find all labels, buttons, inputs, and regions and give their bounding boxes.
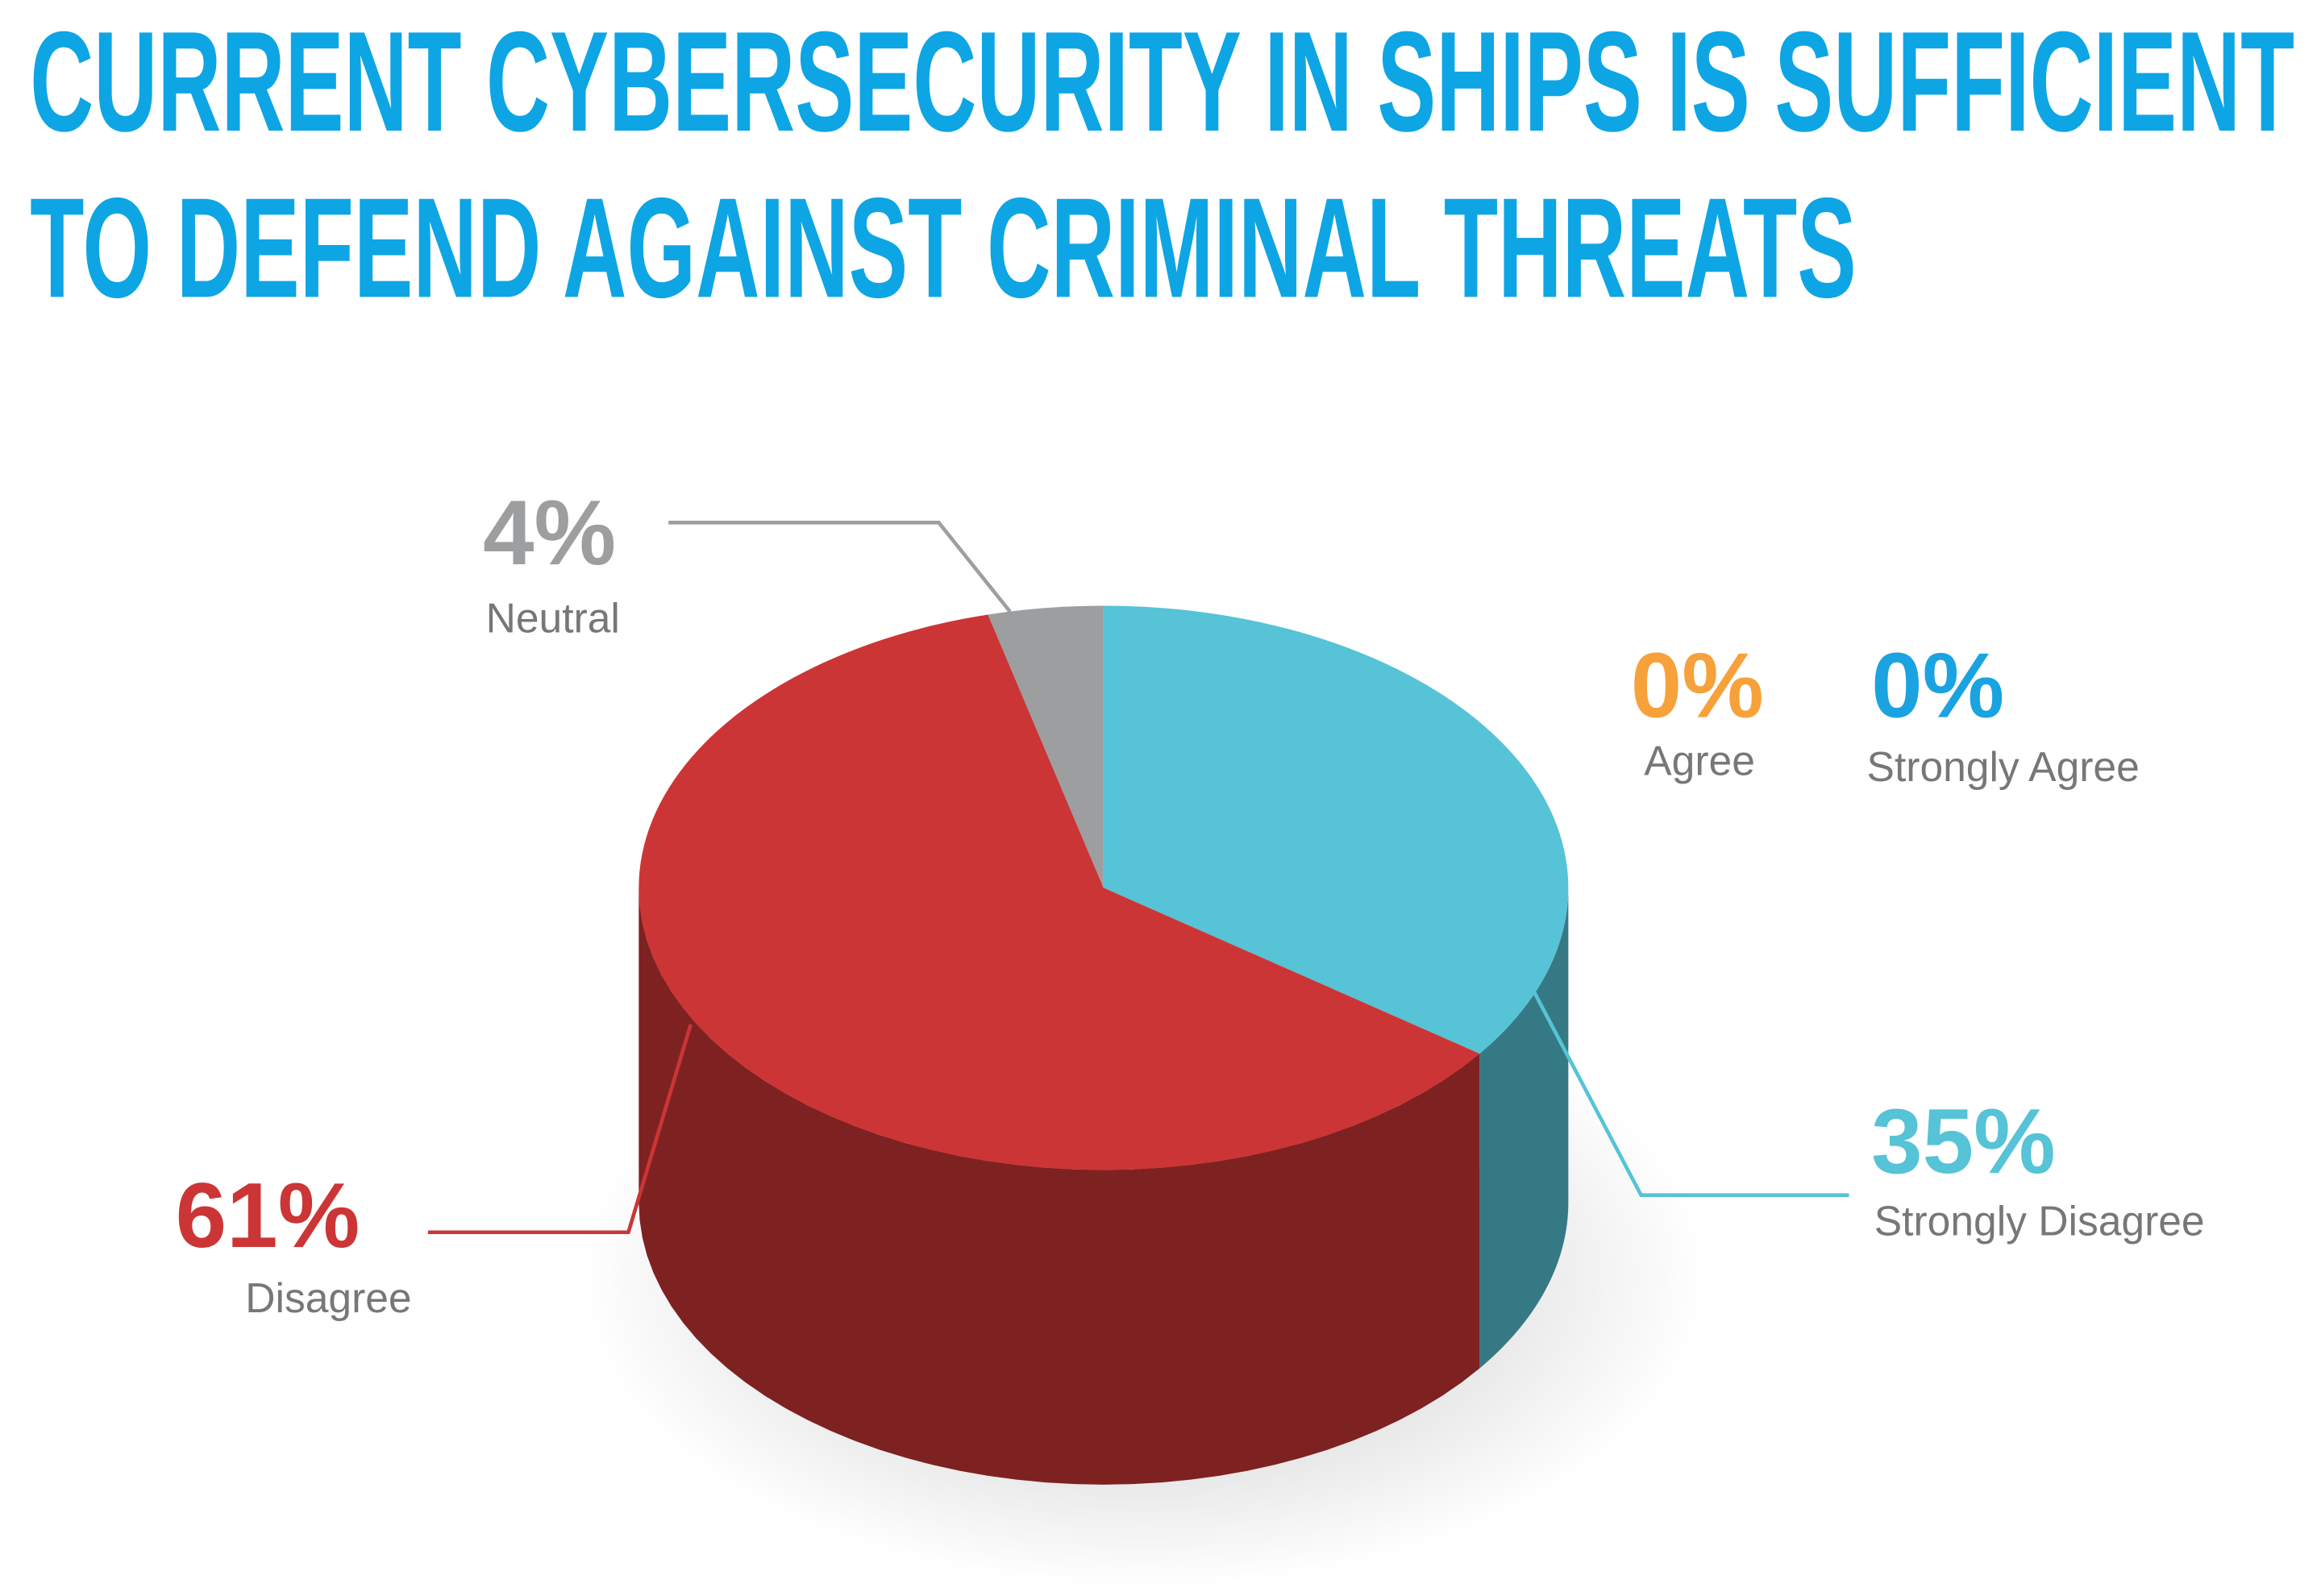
category-label: Agree bbox=[1644, 737, 1755, 783]
pie-side bbox=[639, 887, 1480, 1485]
leader-line bbox=[668, 521, 1012, 613]
chart-title: TO DEFEND AGAINST CRIMINAL THREATS bbox=[30, 168, 1856, 327]
pie-side bbox=[1479, 887, 1569, 1369]
labels: 35%Strongly Disagree 61% Disagree 4% Neutral… bbox=[176, 482, 2205, 1321]
value-label: 0% bbox=[1631, 635, 1764, 738]
category-label: Strongly Agree bbox=[1867, 743, 2140, 790]
leader-line bbox=[1416, 771, 1849, 1197]
value-label: 35% bbox=[1871, 1091, 2056, 1193]
pie-slice bbox=[639, 614, 1480, 1170]
pie-tops bbox=[639, 605, 1569, 1170]
leader-line bbox=[427, 1024, 693, 1235]
value-label: 61% bbox=[176, 1165, 360, 1267]
pie-slice bbox=[1103, 605, 1569, 1054]
pie-slice bbox=[988, 605, 1104, 888]
value-label: 4% bbox=[483, 482, 616, 584]
chart-title: CURRENT CYBERSECURITY IN SHIPS IS SUFFIC… bbox=[30, 2, 2294, 161]
value-label: 0% bbox=[1871, 635, 2004, 738]
category-label: Strongly Disagree bbox=[1874, 1197, 2205, 1244]
category-label: Disagree bbox=[245, 1274, 411, 1321]
pie-sides bbox=[639, 887, 1569, 1485]
category-label: Neutral bbox=[486, 595, 620, 642]
